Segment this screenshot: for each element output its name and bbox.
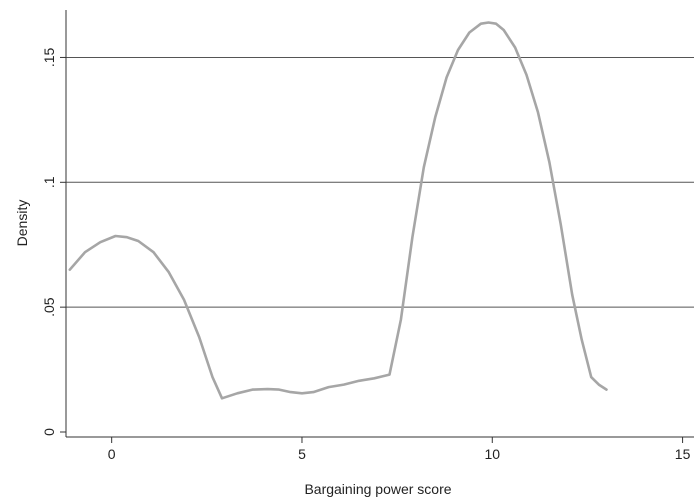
x-tick-label: 5 <box>298 446 306 462</box>
y-axis-label: Density <box>14 200 30 247</box>
x-axis-label: Bargaining power score <box>304 481 451 497</box>
y-tick-label: .05 <box>41 297 57 317</box>
gridlines <box>66 56 694 308</box>
x-ticks: 0 5 10 15 <box>108 437 691 462</box>
density-line <box>68 21 608 400</box>
y-tick-label: .15 <box>41 48 57 68</box>
axes <box>65 10 694 438</box>
density-series <box>68 21 608 400</box>
y-ticks: 0 .05 .1 .15 <box>41 48 66 436</box>
x-tick-label: 15 <box>675 446 691 462</box>
y-tick-label: 0 <box>41 428 57 436</box>
y-tick-label: .1 <box>41 176 57 188</box>
x-tick-label: 0 <box>108 446 116 462</box>
x-tick-label: 10 <box>484 446 500 462</box>
